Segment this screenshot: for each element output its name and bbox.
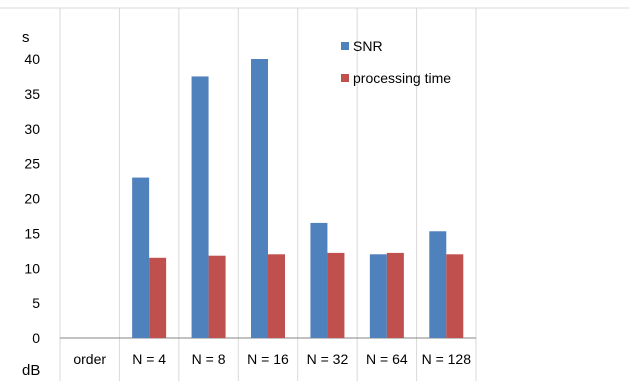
x-tick-labels: order N = 4 N = 8 N = 16 N = 32 N = 64 N = 128 [73, 351, 471, 367]
legend-swatch-snr [341, 42, 349, 50]
y-tick-label: 5 [32, 295, 40, 311]
x-tick-label: order [73, 351, 106, 367]
y-tick-label: 30 [24, 121, 40, 137]
y-tick-label: 20 [24, 191, 40, 207]
bar-processing-time [149, 257, 167, 338]
x-tick-label: N = 64 [366, 351, 408, 367]
bar-processing-time [446, 254, 464, 338]
y-tick-label: 35 [24, 86, 40, 102]
y-tick-label: 15 [24, 225, 40, 241]
y-tick-label: 25 [24, 156, 40, 172]
bar-processing-time [327, 252, 345, 338]
bar-snr [191, 76, 209, 338]
legend-label-snr: SNR [353, 38, 383, 54]
bar-processing-time [208, 255, 226, 338]
y-unit-bottom-label: dB [22, 362, 40, 379]
y-tick-label: 10 [24, 260, 40, 276]
bar-snr [251, 59, 268, 338]
grid-layer [59, 8, 477, 381]
bar-snr [369, 254, 387, 338]
x-tick-label: N = 16 [247, 351, 289, 367]
bar-processing-time [386, 252, 404, 338]
y-tick-label: 40 [24, 51, 40, 67]
bar-processing-time [268, 254, 285, 338]
x-tick-label: N = 128 [422, 351, 472, 367]
x-tick-label: N = 32 [307, 351, 349, 367]
y-tick-labels: 0 5 10 15 20 25 30 35 40 [24, 51, 40, 346]
legend-swatch-processing-time [341, 74, 349, 82]
x-tick-label: N = 4 [132, 351, 166, 367]
bars [132, 59, 464, 338]
legend: SNR processing time [341, 38, 451, 86]
bar-snr [310, 222, 328, 338]
bar-snr [132, 177, 150, 338]
y-unit-top-label: s [22, 29, 30, 46]
legend-label-processing-time: processing time [353, 70, 451, 86]
y-tick-label: 0 [32, 330, 40, 346]
bar-snr [429, 231, 447, 338]
x-tick-label: N = 8 [192, 351, 226, 367]
